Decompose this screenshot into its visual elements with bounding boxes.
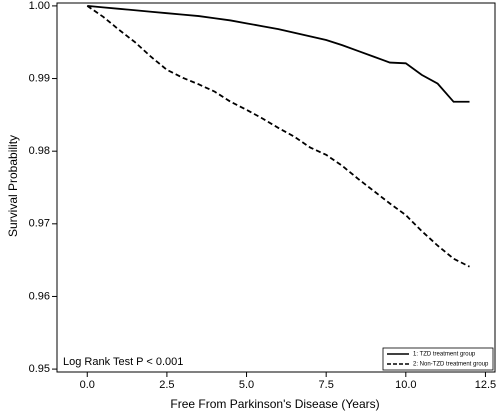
survival-curve	[87, 5, 470, 103]
legend-label: 1: TZD treatment group	[413, 352, 476, 358]
y-tick-label: 1.00	[29, 0, 50, 12]
y-tick-label: 0.99	[29, 72, 50, 84]
y-axis-label: Survival Probability	[6, 135, 20, 237]
x-tick-label: 12.5	[475, 379, 496, 391]
y-tick-label: 0.97	[29, 218, 50, 230]
x-tick-label: 10.0	[395, 379, 416, 391]
legend-box	[382, 347, 494, 371]
annotation: Log Rank Test P < 0.001	[63, 356, 183, 368]
plot-frame	[56, 2, 496, 373]
legend-label: 2: Non-TZD treatment group	[413, 362, 489, 368]
x-tick-label: 5.0	[239, 379, 254, 391]
y-tick-label: 0.96	[29, 290, 50, 302]
x-tick-label: 2.5	[159, 379, 174, 391]
x-tick-label: 7.5	[319, 379, 334, 391]
survival-curve	[86, 5, 470, 268]
x-tick-label: 0.0	[80, 379, 95, 391]
y-tick-label: 0.98	[29, 145, 50, 157]
x-axis-label: Free From Parkinson's Disease (Years)	[170, 397, 379, 411]
y-tick-label: 0.95	[29, 363, 50, 375]
